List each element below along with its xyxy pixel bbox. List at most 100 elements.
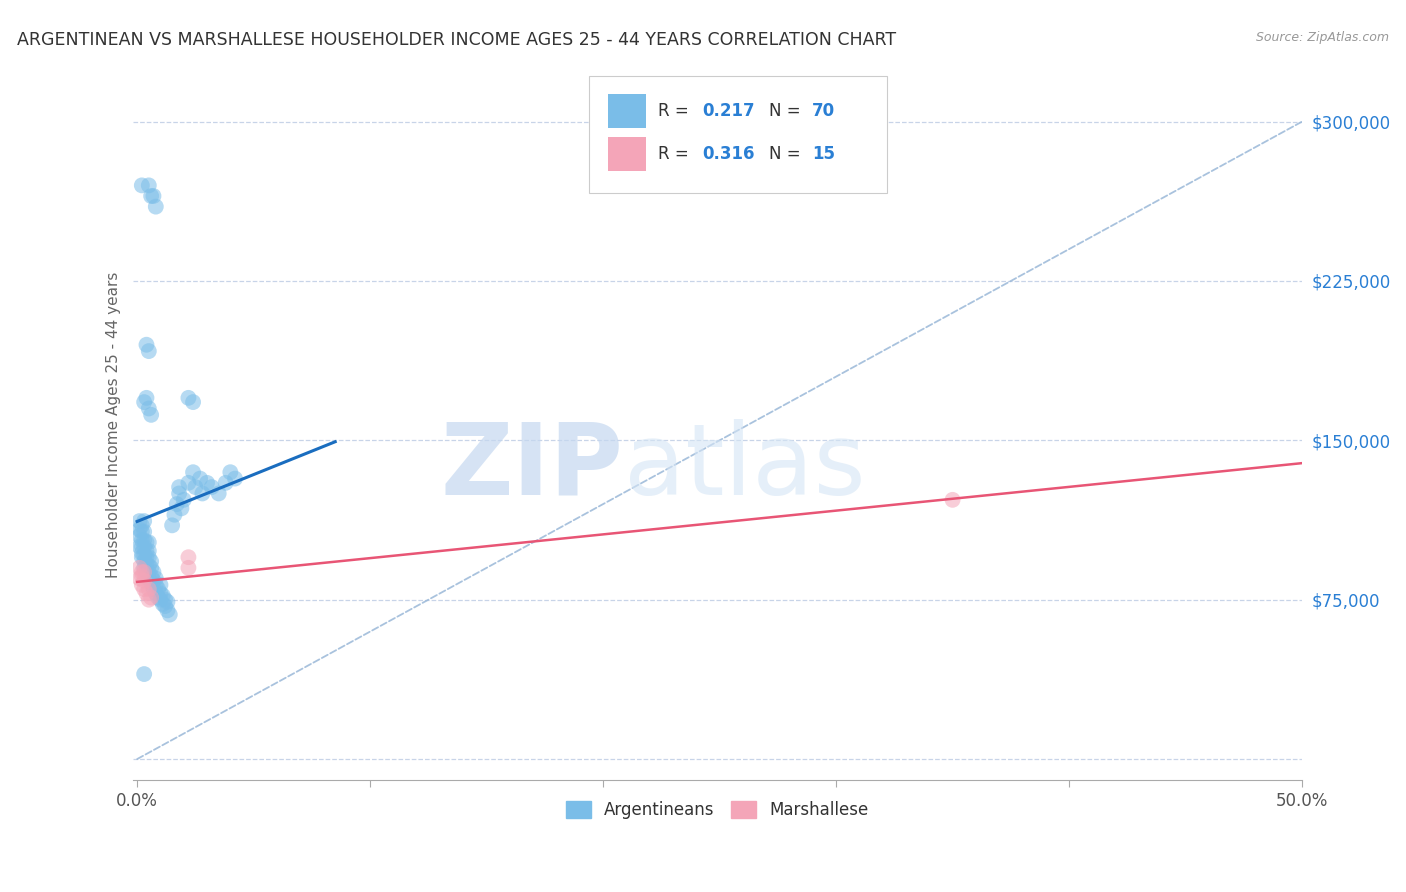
Point bbox=[942, 492, 965, 507]
Text: Source: ZipAtlas.com: Source: ZipAtlas.com bbox=[1256, 31, 1389, 45]
Text: N =: N = bbox=[769, 103, 806, 120]
Point bbox=[152, 597, 174, 611]
Point bbox=[128, 529, 150, 543]
FancyBboxPatch shape bbox=[609, 136, 645, 171]
Point bbox=[173, 492, 195, 507]
Point bbox=[138, 178, 160, 193]
Point bbox=[135, 391, 157, 405]
Point bbox=[138, 344, 160, 359]
Point bbox=[167, 480, 190, 494]
Point bbox=[134, 395, 156, 409]
Text: 70: 70 bbox=[813, 103, 835, 120]
Point bbox=[138, 550, 160, 565]
Text: 0.217: 0.217 bbox=[702, 103, 755, 120]
Point bbox=[153, 592, 176, 607]
Point bbox=[153, 599, 176, 613]
Point bbox=[134, 554, 156, 568]
Point bbox=[131, 546, 153, 560]
Point bbox=[188, 472, 211, 486]
Point bbox=[131, 565, 153, 579]
Text: 15: 15 bbox=[813, 145, 835, 163]
Point bbox=[139, 554, 162, 568]
Point bbox=[145, 586, 167, 600]
Point bbox=[131, 524, 153, 539]
Point bbox=[131, 578, 153, 592]
Point bbox=[134, 514, 156, 528]
Point bbox=[134, 533, 156, 548]
Point bbox=[135, 586, 157, 600]
Point bbox=[139, 408, 162, 422]
Point bbox=[149, 586, 172, 600]
Point bbox=[139, 561, 162, 575]
Legend: Argentineans, Marshallese: Argentineans, Marshallese bbox=[560, 794, 876, 825]
Text: ZIP: ZIP bbox=[441, 418, 624, 516]
Point bbox=[145, 571, 167, 585]
Text: 0.316: 0.316 bbox=[702, 145, 755, 163]
Point bbox=[208, 486, 231, 500]
Point bbox=[134, 524, 156, 539]
Point bbox=[152, 589, 174, 603]
Point bbox=[146, 591, 169, 605]
Point bbox=[134, 667, 156, 681]
Point bbox=[131, 178, 153, 193]
Point bbox=[177, 550, 200, 565]
Point bbox=[134, 574, 156, 588]
Point bbox=[156, 595, 179, 609]
FancyBboxPatch shape bbox=[589, 76, 887, 193]
Point bbox=[201, 480, 224, 494]
Point bbox=[128, 540, 150, 554]
Point bbox=[135, 565, 157, 579]
Point bbox=[134, 540, 156, 554]
Text: ARGENTINEAN VS MARSHALLESE HOUSEHOLDER INCOME AGES 25 - 44 YEARS CORRELATION CHA: ARGENTINEAN VS MARSHALLESE HOUSEHOLDER I… bbox=[17, 31, 896, 49]
Point bbox=[128, 571, 150, 585]
Point bbox=[135, 557, 157, 571]
Point bbox=[138, 582, 160, 596]
Point bbox=[142, 565, 165, 579]
Text: atlas: atlas bbox=[624, 418, 865, 516]
Point bbox=[134, 548, 156, 562]
Point bbox=[139, 575, 162, 590]
Point bbox=[166, 497, 188, 511]
Point bbox=[177, 475, 200, 490]
Point bbox=[177, 391, 200, 405]
Point bbox=[195, 475, 218, 490]
Text: R =: R = bbox=[658, 103, 693, 120]
Point bbox=[138, 592, 160, 607]
Point bbox=[224, 472, 246, 486]
Text: R =: R = bbox=[658, 145, 693, 163]
Point bbox=[149, 578, 172, 592]
Point bbox=[138, 565, 160, 579]
Point bbox=[191, 486, 214, 500]
Point bbox=[131, 550, 153, 565]
Point bbox=[135, 544, 157, 558]
Point bbox=[146, 582, 169, 596]
Y-axis label: Householder Income Ages 25 - 44 years: Householder Income Ages 25 - 44 years bbox=[107, 271, 121, 578]
Point bbox=[139, 591, 162, 605]
Point bbox=[145, 578, 167, 592]
Point bbox=[156, 603, 179, 617]
Point bbox=[215, 475, 238, 490]
FancyBboxPatch shape bbox=[609, 95, 645, 128]
Point bbox=[131, 540, 153, 554]
Point bbox=[142, 582, 165, 596]
Point bbox=[135, 535, 157, 549]
Point bbox=[128, 514, 150, 528]
Point bbox=[131, 569, 153, 583]
Point bbox=[167, 486, 190, 500]
Point bbox=[170, 501, 193, 516]
Point bbox=[142, 189, 165, 203]
Text: N =: N = bbox=[769, 145, 806, 163]
Point bbox=[131, 518, 153, 533]
Point bbox=[142, 574, 165, 588]
Point bbox=[128, 561, 150, 575]
Point bbox=[139, 189, 162, 203]
Point bbox=[134, 582, 156, 596]
Point bbox=[138, 535, 160, 549]
Point bbox=[160, 518, 183, 533]
Point bbox=[163, 508, 186, 522]
Point bbox=[159, 607, 181, 622]
Point bbox=[134, 565, 156, 579]
Point bbox=[138, 401, 160, 416]
Point bbox=[134, 561, 156, 575]
Point bbox=[177, 561, 200, 575]
